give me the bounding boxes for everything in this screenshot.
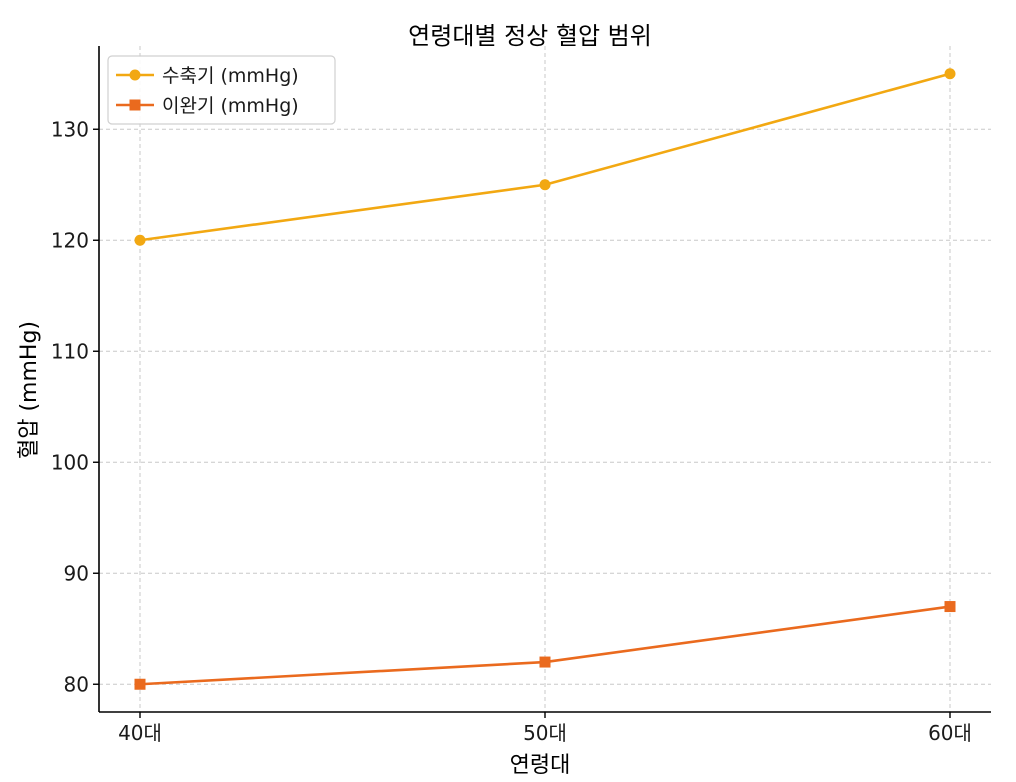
x-axis-label: 연령대 — [510, 753, 571, 778]
y-tick-label: 80 — [64, 672, 89, 696]
series-group — [134, 601, 956, 690]
legend-entry: 이완기 (mmHg) — [116, 95, 299, 117]
legend: 수축기 (mmHg) 이완기 (mmHg) — [107, 55, 336, 125]
legend-marker — [129, 99, 141, 111]
axes: 80 90 100 110 120 130 40대 50대 60대 — [51, 46, 991, 745]
x-tick-label: 40대 — [118, 721, 162, 745]
legend-label: 이완기 (mmHg) — [162, 95, 299, 117]
x-tick-label: 50대 — [523, 721, 567, 745]
data-point — [134, 234, 146, 246]
y-axis-label: 혈압 (mmHg) — [17, 321, 42, 459]
y-tick-label: 120 — [51, 228, 89, 252]
data-point — [539, 656, 551, 668]
series-layer — [134, 68, 956, 690]
grid — [99, 46, 991, 712]
chart-title: 연령대별 정상 혈압 범위 — [408, 22, 652, 50]
y-tick-label: 130 — [51, 117, 89, 141]
data-point — [539, 179, 551, 191]
data-point — [134, 678, 146, 690]
legend-frame — [107, 55, 336, 125]
y-tick-label: 100 — [51, 450, 89, 474]
data-point — [944, 68, 956, 80]
legend-entry: 수축기 (mmHg) — [116, 65, 299, 87]
x-tick-label: 60대 — [928, 721, 972, 745]
data-point — [944, 601, 956, 613]
legend-entries: 수축기 (mmHg) 이완기 (mmHg) — [116, 65, 299, 117]
legend-label: 수축기 (mmHg) — [162, 65, 299, 87]
series-group — [134, 68, 956, 246]
y-tick-label: 90 — [64, 561, 89, 585]
y-tick-label: 110 — [51, 339, 89, 363]
legend-marker — [129, 69, 141, 81]
